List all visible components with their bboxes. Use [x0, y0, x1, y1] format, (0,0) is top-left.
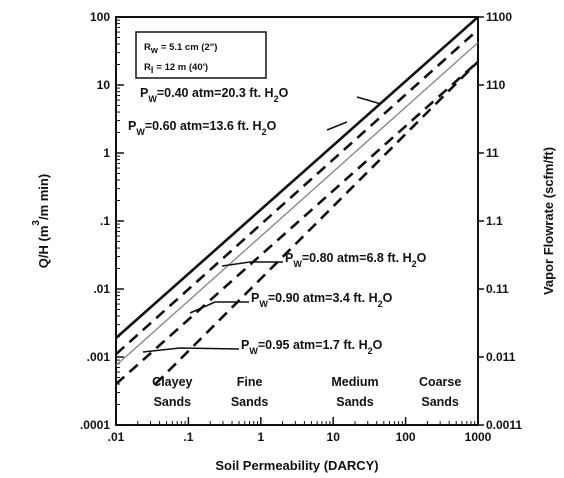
y-tick-label: .1 [100, 214, 110, 228]
series-line-3 [116, 42, 478, 367]
y-tick-label: .0001 [80, 418, 110, 432]
y-axis-label: Q/H (m3/m min) [31, 174, 51, 268]
soil-class-label: Sands [336, 395, 374, 409]
y2-tick-label: 0.011 [486, 350, 516, 364]
x-axis-label: Soil Permeability (DARCY) [215, 458, 378, 473]
x-tick-label: 1000 [465, 430, 492, 444]
series-label-2: PW=0.60 atm=13.6 ft. H2O [128, 119, 277, 137]
series-label-4: PW=0.90 atm=3.4 ft. H2O [251, 291, 393, 309]
legend-ri: RI = 12 m (40') [144, 62, 208, 75]
series-leader-1 [356, 96, 382, 105]
y-tick-label: .01 [93, 282, 110, 296]
x-tick-label: .01 [108, 430, 125, 444]
y-tick-label: .001 [87, 350, 111, 364]
soil-class-label: Clayey [152, 375, 192, 389]
series-label-1: PW=0.40 atm=20.3 ft. H2O [140, 86, 289, 104]
y2-tick-label: 11 [486, 146, 499, 160]
x-tick-label: 10 [327, 430, 341, 444]
series-leader-2 [326, 121, 348, 131]
soil-class-label: Sands [154, 395, 192, 409]
soil-class-label: Coarse [419, 375, 461, 389]
series-line-5 [154, 60, 478, 385]
legend-rw: Rw = 5.1 cm (2") [144, 42, 217, 55]
y-tick-label: 1 [103, 146, 110, 160]
x-tick-label: 1 [257, 430, 264, 444]
series-label-5: PW=0.95 atm=1.7 ft. H2O [241, 338, 383, 356]
x-tick-label: 100 [396, 430, 416, 444]
y-tick-label: 10 [97, 78, 111, 92]
y2-tick-label: 0.11 [486, 282, 509, 296]
soil-class-label: Medium [331, 375, 378, 389]
soil-class-label: Fine [237, 375, 263, 389]
x-tick-label: .1 [183, 430, 193, 444]
soil-class-label: Sands [421, 395, 459, 409]
y2-tick-label: 110 [486, 78, 506, 92]
legend-box [135, 31, 267, 79]
series-label-3: PW=0.80 atm=6.8 ft. H2O [285, 251, 427, 269]
y2-tick-label: 0.0011 [486, 418, 522, 432]
series-leader-4 [189, 301, 249, 314]
series-line-4 [116, 60, 478, 386]
y2-tick-label: 1100 [486, 10, 512, 24]
y2-tick-label: 1.1 [486, 214, 503, 228]
y-tick-label: 100 [90, 10, 110, 24]
series-line-1 [116, 17, 478, 340]
y2-axis-label: Vapor Flowrate (scfm/ft) [541, 147, 556, 295]
series-leader-5 [142, 347, 240, 353]
soil-class-label: Sands [231, 395, 269, 409]
series-line-2 [116, 28, 478, 356]
series-leader-3 [221, 261, 283, 267]
